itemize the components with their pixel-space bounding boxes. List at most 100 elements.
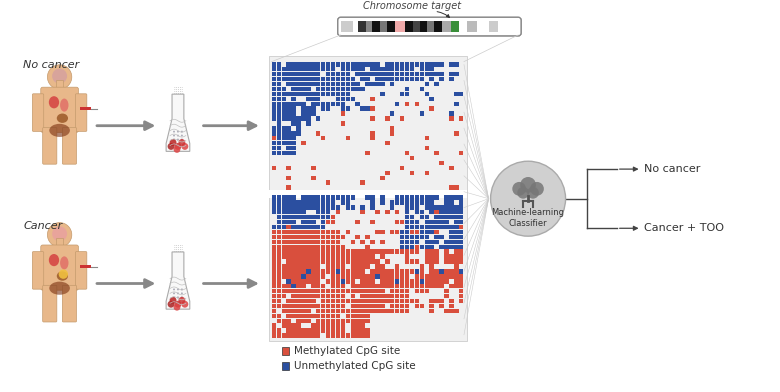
Bar [375, 269, 380, 274]
Bar [301, 62, 306, 67]
Bar [430, 269, 434, 274]
Bar [271, 62, 276, 67]
Bar [296, 314, 301, 318]
Bar [326, 299, 331, 303]
Bar [375, 67, 380, 71]
Bar [316, 314, 321, 318]
Bar [430, 200, 434, 205]
Bar [395, 67, 399, 71]
Bar [56, 238, 63, 249]
Bar [271, 67, 276, 71]
Bar [321, 284, 325, 289]
Bar [307, 304, 310, 308]
Bar [395, 274, 399, 279]
Bar [445, 205, 448, 210]
Bar [277, 107, 281, 111]
Bar [424, 136, 429, 140]
Bar [424, 274, 429, 279]
Bar [292, 220, 296, 224]
Bar [346, 309, 350, 313]
Bar [449, 235, 454, 239]
Bar [307, 77, 310, 81]
Bar [311, 72, 316, 76]
Bar [326, 249, 331, 254]
Bar [311, 107, 316, 111]
Bar [286, 131, 291, 136]
Bar [370, 269, 374, 274]
Bar [326, 77, 331, 81]
Bar [331, 92, 335, 96]
Bar [316, 87, 321, 91]
Circle shape [181, 138, 183, 140]
Bar [321, 309, 325, 313]
Bar [331, 319, 335, 323]
Bar [341, 260, 345, 264]
Bar [271, 225, 276, 229]
Bar [415, 72, 419, 76]
Bar [296, 82, 301, 86]
Bar [390, 126, 395, 131]
Bar [326, 210, 331, 214]
Bar [335, 102, 340, 106]
Bar [286, 304, 291, 308]
Bar [405, 284, 410, 289]
Bar [356, 269, 360, 274]
Bar [390, 294, 395, 298]
Bar [346, 96, 350, 101]
Bar [405, 260, 410, 264]
Bar [356, 328, 360, 333]
Bar [420, 245, 424, 249]
Bar [277, 284, 281, 289]
Bar [395, 249, 399, 254]
Bar [365, 328, 370, 333]
Bar [296, 62, 301, 67]
Bar [454, 72, 459, 76]
Bar [292, 72, 296, 76]
Bar [277, 67, 281, 71]
Bar [335, 72, 340, 76]
Bar [424, 235, 429, 239]
Bar [346, 195, 350, 200]
FancyBboxPatch shape [41, 87, 79, 132]
Bar [335, 62, 340, 67]
Bar [296, 319, 301, 323]
Bar [271, 245, 276, 249]
Bar [454, 284, 459, 289]
Circle shape [182, 143, 188, 150]
Circle shape [173, 304, 180, 310]
Bar [311, 264, 316, 269]
Bar [400, 195, 404, 200]
Bar [282, 240, 286, 244]
Bar [434, 215, 439, 220]
Bar [271, 72, 276, 76]
Bar [449, 230, 454, 234]
Bar [390, 249, 395, 254]
Bar [410, 77, 414, 81]
Bar [350, 240, 355, 244]
Bar [316, 249, 321, 254]
Bar [454, 102, 459, 106]
Bar [410, 240, 414, 244]
Bar [424, 240, 429, 244]
Circle shape [177, 289, 179, 290]
Bar [286, 82, 291, 86]
Bar [316, 215, 321, 220]
Bar [360, 210, 365, 214]
Bar [311, 195, 316, 200]
Bar [459, 225, 463, 229]
Bar [459, 279, 463, 283]
Bar [326, 279, 331, 283]
Bar [439, 274, 444, 279]
Bar [395, 269, 399, 274]
Bar [331, 254, 335, 259]
Bar [326, 323, 331, 328]
Bar [415, 225, 419, 229]
Bar [296, 121, 301, 126]
Bar [341, 107, 345, 111]
Bar [301, 264, 306, 269]
Bar [434, 299, 439, 303]
FancyBboxPatch shape [62, 285, 76, 322]
Bar [449, 166, 454, 170]
Bar [430, 274, 434, 279]
Bar [459, 116, 463, 121]
